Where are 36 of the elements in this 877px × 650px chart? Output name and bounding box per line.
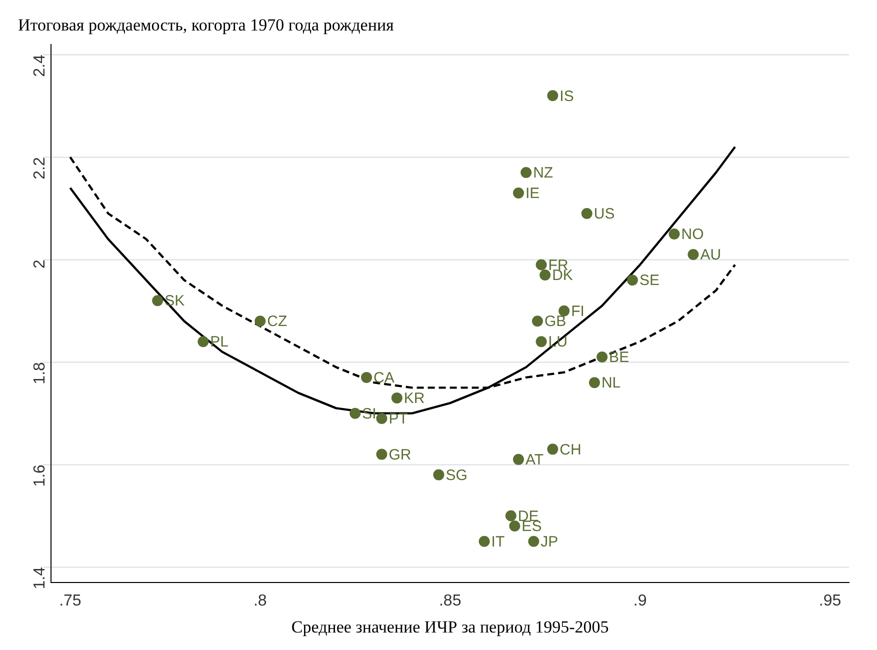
data-label: NL [601, 374, 621, 392]
x-tick-label: .75 [59, 592, 82, 610]
data-label: IT [491, 534, 505, 551]
data-label: PT [388, 410, 408, 428]
data-label: SE [639, 272, 660, 290]
x-tick-label: .85 [438, 592, 462, 610]
data-label: IS [560, 88, 574, 105]
data-label: FI [571, 302, 584, 320]
data-label: CZ [267, 313, 288, 330]
y-tick-label: 1.6 [32, 464, 49, 487]
y-tick-label: 2 [32, 260, 49, 269]
data-label: GR [388, 446, 412, 464]
data-label: NO [681, 226, 704, 244]
y-tick-label: 1.4 [32, 566, 49, 590]
data-label: BE [609, 349, 630, 366]
data-label: PL [210, 334, 229, 351]
data-label: GB [544, 313, 566, 330]
data-label: IE [525, 185, 540, 202]
data-label: US [594, 206, 615, 223]
data-label: CH [560, 441, 582, 458]
data-label: NZ [533, 164, 554, 182]
data-label: SK [164, 292, 185, 310]
data-label: SG [446, 466, 468, 484]
y-tick-label: 1.8 [32, 362, 49, 384]
chart-title: Итоговая рождаемость, когорта 1970 года рождения [18, 16, 394, 35]
x-axis-title: Среднее значение ИЧР за период 1995-2005 [291, 617, 609, 636]
data-label: JP [540, 534, 558, 551]
data-label: KR [404, 390, 425, 408]
y-tick-label: 2.2 [32, 157, 49, 180]
data-label: AU [700, 246, 722, 264]
data-label: CA [374, 370, 394, 387]
y-tick-label: 2.4 [32, 54, 49, 77]
data-label: AT [525, 452, 544, 469]
x-tick-label: .95 [818, 592, 842, 610]
x-tick-label: .8 [253, 592, 267, 610]
x-tick-label: .9 [633, 592, 647, 610]
